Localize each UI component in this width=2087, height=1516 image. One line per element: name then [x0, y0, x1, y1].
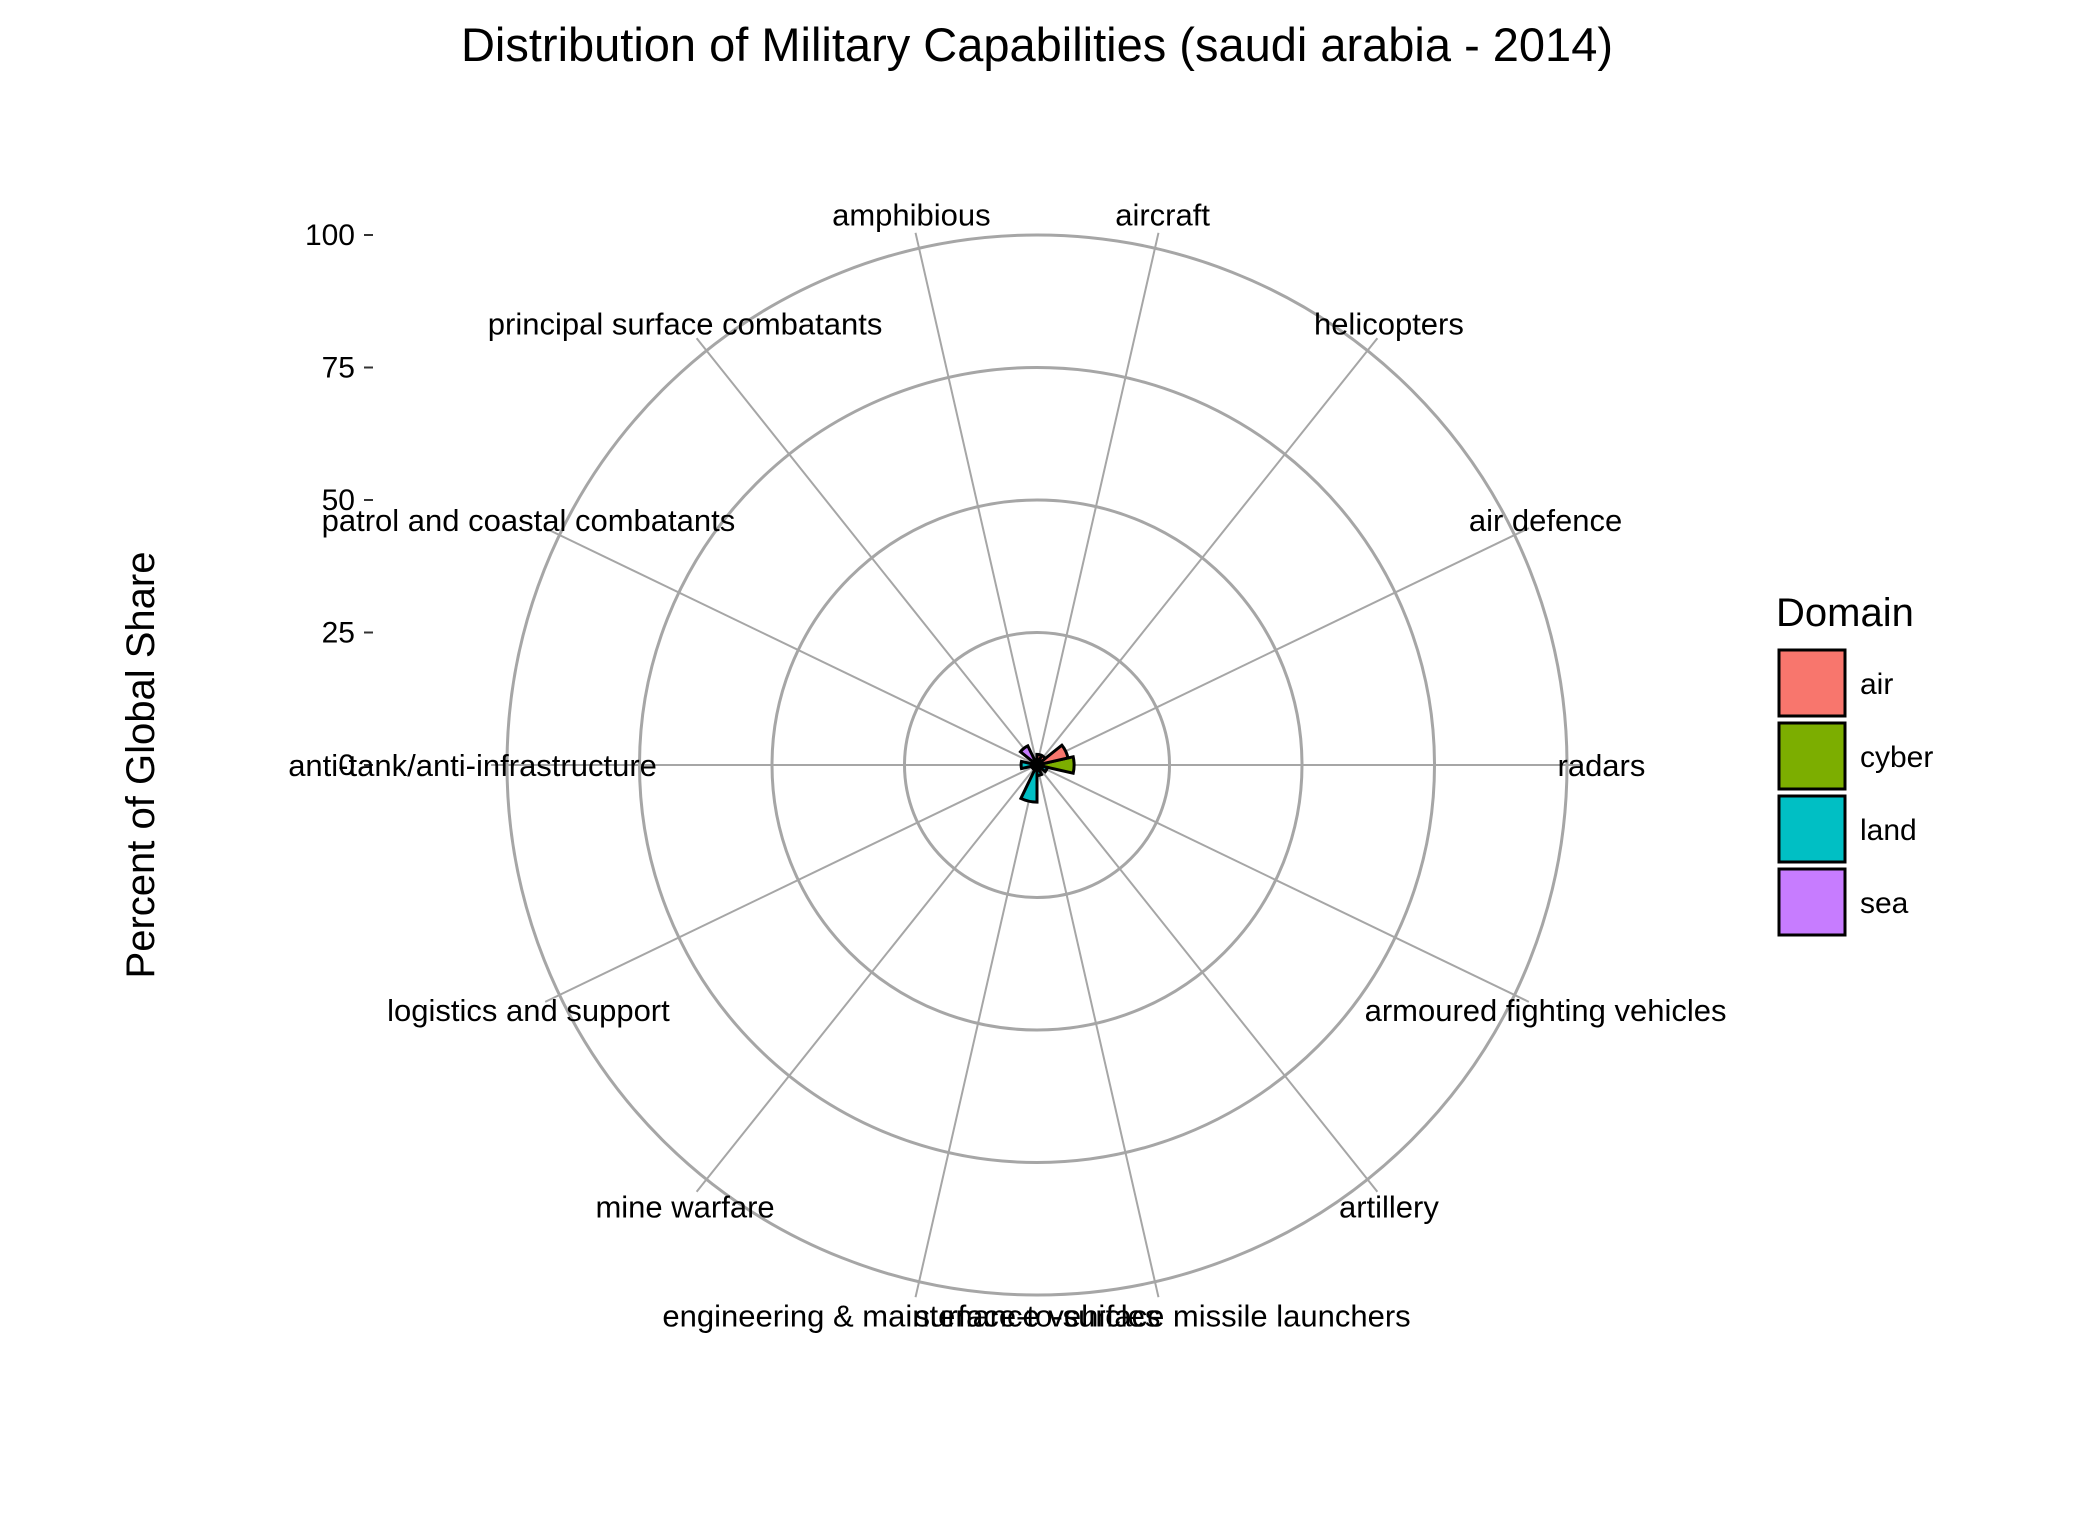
category-label: artillery — [1339, 1189, 1439, 1224]
bar-anti-tank-anti-infrastructure — [1019, 759, 1038, 771]
category-label: logistics and support — [387, 993, 670, 1028]
category-label: mine warfare — [595, 1189, 774, 1224]
y-tick-label: 75 — [322, 352, 355, 385]
grid-spoke — [1036, 232, 1160, 766]
legend-swatch-sea — [1777, 867, 1847, 937]
legend-swatch-cyber — [1777, 721, 1847, 791]
category-label: air defence — [1469, 503, 1622, 538]
category-label: anti-tank/anti-infrastructure — [288, 748, 657, 783]
category-label: surface-to-surface missile launchers — [915, 1298, 1411, 1333]
y-tick-label: 0 — [338, 749, 355, 782]
legend-swatch-land — [1777, 794, 1847, 864]
category-label: helicopters — [1314, 307, 1464, 342]
y-tick-label: 25 — [322, 617, 355, 650]
legend-label-sea: sea — [1860, 887, 1909, 920]
category-label: armoured fighting vehicles — [1365, 993, 1727, 1028]
bars — [1018, 743, 1076, 804]
y-axis-label: Percent of Global Share — [119, 552, 163, 979]
category-label: engineering & maintenance vehicles — [662, 1298, 1160, 1333]
category-label: principal surface combatants — [488, 307, 883, 342]
category-label: radars — [1558, 748, 1646, 783]
grid-spoke — [544, 527, 1038, 766]
grid-spoke — [1036, 527, 1530, 766]
bar-engineering-maintenance-vehicles — [1018, 764, 1039, 804]
grid-spoke — [695, 337, 1038, 766]
category-label: patrol and coastal combatants — [322, 503, 736, 538]
legend-label-land: land — [1860, 814, 1917, 847]
bar-radars — [1036, 754, 1076, 776]
chart-title: Distribution of Military Capabilities (s… — [461, 18, 1613, 71]
bar-armoured-fighting-vehicles — [1036, 763, 1050, 774]
grid-spokes — [491, 232, 1583, 1298]
legend-swatch-air — [1777, 648, 1847, 718]
y-tick-label: 50 — [322, 484, 355, 517]
y-tick-label: 100 — [305, 219, 355, 252]
y-axis-ticks: 0 25 50 75 100 — [305, 219, 373, 782]
category-labels: radars air defence helicopters aircraft amph… — [288, 198, 1726, 1334]
grid-spoke — [1036, 764, 1530, 1003]
grid-spoke — [695, 764, 1038, 1193]
grid-spoke — [1036, 764, 1379, 1193]
category-label: aircraft — [1115, 198, 1210, 233]
category-label: amphibious — [832, 198, 991, 233]
legend: Domain air cyber land sea — [1776, 591, 1933, 937]
legend-label-cyber: cyber — [1860, 741, 1933, 774]
grid-spoke — [914, 764, 1038, 1298]
legend-title: Domain — [1776, 591, 1914, 635]
grid-spoke — [914, 232, 1038, 766]
grid-spoke — [1036, 764, 1160, 1298]
grid-spoke — [1036, 337, 1379, 766]
legend-label-air: air — [1860, 668, 1893, 701]
grid-spoke — [544, 764, 1038, 1003]
